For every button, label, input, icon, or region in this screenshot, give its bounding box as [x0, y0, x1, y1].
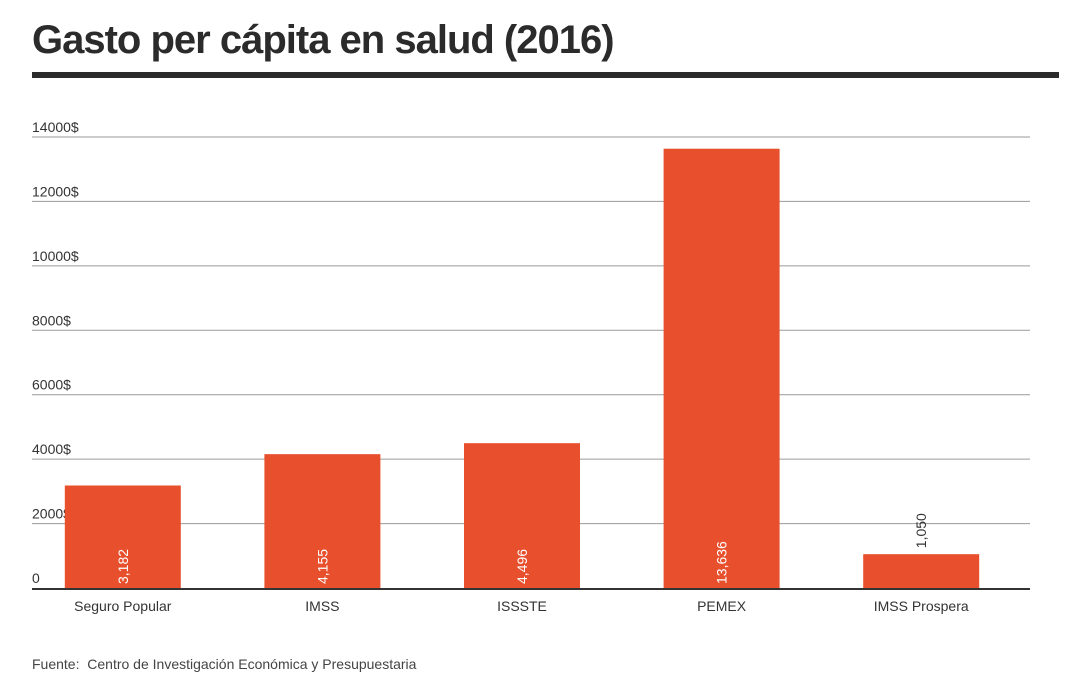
x-tick-label: IMSS	[305, 598, 339, 614]
gridlines	[32, 136, 1030, 525]
y-tick-label: 8000$	[32, 312, 71, 328]
x-tick-label: IMSS Prospera	[874, 598, 969, 614]
bar-value-labels: 3,182 4,155 4,496 13,636 1,050	[115, 513, 929, 584]
bar-value-label: 1,050	[913, 513, 929, 548]
title-rule	[32, 72, 1059, 78]
source-label: Fuente:	[32, 656, 80, 672]
y-tick-label: 12000$	[32, 183, 79, 199]
chart-title: Gasto per cápita en salud (2016)	[32, 18, 615, 62]
y-tick-label: 2000$	[32, 506, 71, 522]
bar-chart: 02000$4000$6000$8000$10000$12000$14000$ …	[32, 119, 1030, 614]
y-tick-label: 6000$	[32, 377, 71, 393]
y-tick-label: 14000$	[32, 119, 79, 135]
bar	[663, 148, 780, 588]
bar	[64, 485, 181, 588]
y-axis-tick-labels: 0 2000$ 4000$ 6000$ 8000$ 10000$ 12000$ 14000$	[32, 119, 79, 586]
bar	[264, 454, 381, 588]
y-tick-label: 4000$	[32, 441, 71, 457]
bar-value-label: 4,155	[314, 549, 330, 584]
source-text: Centro de Investigación Económica y Pres…	[87, 656, 417, 672]
source-note: Fuente: Centro de Investigación Económic…	[32, 656, 416, 672]
y-tick-label: 10000$	[32, 248, 79, 264]
bar-value-label: 4,496	[514, 549, 530, 584]
bar	[464, 443, 580, 588]
x-tick-label: Seguro Popular	[74, 598, 172, 614]
bar	[863, 554, 980, 588]
x-tick-label: PEMEX	[697, 598, 747, 614]
bars	[64, 148, 980, 588]
y-tick-label: 0	[32, 570, 40, 586]
bar-value-label: 3,182	[115, 549, 131, 584]
x-tick-label: ISSSTE	[497, 598, 547, 614]
bar-value-label: 13,636	[714, 541, 730, 584]
x-axis-tick-labels: Seguro Popular IMSS ISSSTE PEMEX IMSS Prospe…	[74, 598, 969, 614]
